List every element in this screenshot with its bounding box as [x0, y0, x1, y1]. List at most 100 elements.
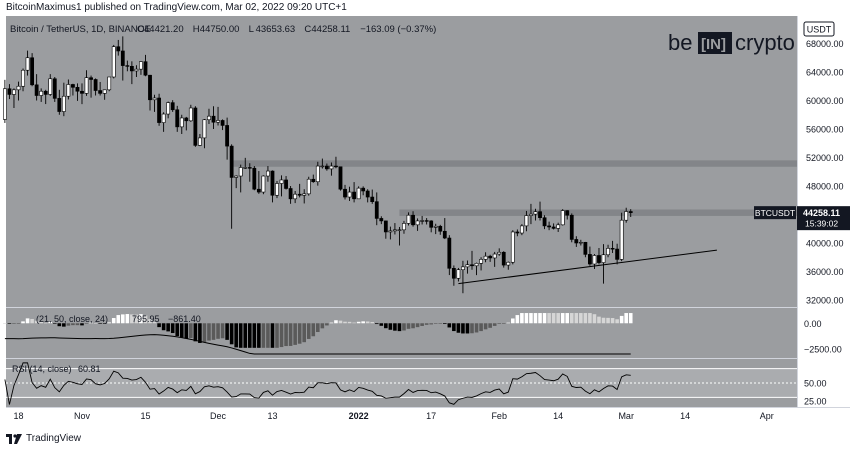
candle[interactable]	[315, 161, 320, 186]
candle[interactable]	[574, 236, 579, 247]
chart-area[interactable]: (21, 50, close, 24) 795.95 −861.40 0.00 −250…	[0, 16, 850, 430]
candle[interactable]	[148, 74, 152, 111]
candle[interactable]	[597, 247, 601, 265]
candle[interactable]	[247, 163, 252, 182]
candle[interactable]	[361, 186, 366, 196]
candle[interactable]	[152, 94, 157, 112]
candle[interactable]	[379, 216, 384, 225]
candle[interactable]	[442, 218, 447, 240]
candle[interactable]	[615, 243, 620, 265]
candle[interactable]	[293, 190, 298, 204]
candle[interactable]	[606, 244, 610, 258]
candle[interactable]	[324, 163, 329, 171]
candle[interactable]	[420, 215, 425, 225]
candle[interactable]	[406, 212, 411, 226]
candle[interactable]	[61, 82, 66, 117]
resistance-zone[interactable]	[231, 160, 797, 167]
candle[interactable]	[120, 36, 125, 81]
candle[interactable]	[34, 74, 39, 101]
candle[interactable]	[402, 220, 406, 234]
candle[interactable]	[111, 44, 116, 79]
candle[interactable]	[52, 76, 57, 102]
candle[interactable]	[129, 61, 134, 85]
candle[interactable]	[311, 174, 316, 183]
candle[interactable]	[447, 235, 452, 276]
candle[interactable]	[202, 119, 207, 149]
candle[interactable]	[479, 257, 483, 271]
candle[interactable]	[302, 189, 307, 204]
candle[interactable]	[166, 101, 171, 119]
candle[interactable]	[619, 212, 624, 262]
support-line[interactable]	[458, 249, 717, 285]
candle[interactable]	[57, 89, 62, 115]
candle[interactable]	[306, 176, 311, 196]
candle[interactable]	[143, 54, 148, 77]
candle[interactable]	[474, 262, 479, 276]
candle[interactable]	[451, 265, 456, 286]
candle[interactable]	[338, 166, 343, 191]
candle[interactable]	[461, 260, 465, 294]
candle[interactable]	[43, 89, 48, 105]
candle[interactable]	[551, 223, 556, 230]
candle[interactable]	[261, 175, 266, 195]
candle[interactable]	[80, 83, 84, 105]
candle[interactable]	[225, 117, 230, 160]
candle[interactable]	[524, 210, 529, 232]
candle[interactable]	[252, 166, 257, 191]
candle[interactable]	[383, 220, 388, 239]
candle[interactable]	[2, 79, 7, 123]
candle[interactable]	[438, 224, 443, 235]
candle[interactable]	[588, 246, 592, 266]
candle[interactable]	[519, 224, 524, 236]
candle[interactable]	[266, 166, 270, 182]
candle[interactable]	[75, 83, 80, 101]
candle[interactable]	[256, 171, 261, 194]
candle[interactable]	[501, 251, 506, 268]
candle[interactable]	[198, 133, 202, 147]
candle[interactable]	[93, 78, 98, 96]
candle[interactable]	[542, 215, 547, 230]
candle[interactable]	[547, 221, 551, 231]
candle[interactable]	[601, 244, 606, 284]
candle[interactable]	[211, 106, 216, 129]
candle[interactable]	[238, 164, 243, 193]
candle[interactable]	[610, 240, 615, 253]
candle[interactable]	[102, 89, 107, 100]
candle[interactable]	[12, 88, 16, 108]
candle[interactable]	[275, 181, 279, 199]
candle[interactable]	[578, 239, 583, 246]
candle[interactable]	[429, 220, 434, 233]
candle[interactable]	[370, 189, 375, 204]
candle[interactable]	[424, 218, 429, 225]
currency-badge[interactable]	[803, 21, 835, 37]
candle[interactable]	[497, 248, 502, 256]
candle[interactable]	[347, 186, 352, 201]
symbol-legend[interactable]: Bitcoin / TetherUS, 1D, BINANCE	[10, 24, 151, 35]
candle[interactable]	[356, 186, 361, 200]
candle[interactable]	[71, 83, 75, 96]
candle[interactable]	[157, 93, 161, 126]
candle[interactable]	[179, 114, 184, 134]
candle[interactable]	[592, 254, 597, 270]
candle[interactable]	[216, 106, 220, 126]
candle[interactable]	[583, 241, 588, 258]
candle[interactable]	[21, 68, 25, 92]
candle[interactable]	[89, 75, 93, 98]
candle[interactable]	[243, 157, 248, 169]
candle[interactable]	[207, 108, 211, 125]
candle[interactable]	[125, 60, 130, 72]
candle[interactable]	[320, 158, 325, 169]
candle[interactable]	[270, 170, 275, 203]
candle[interactable]	[456, 267, 461, 282]
candle[interactable]	[175, 105, 180, 132]
candle[interactable]	[483, 252, 488, 263]
tradingview-logo[interactable]: TradingView	[6, 433, 81, 444]
resistance-zone[interactable]	[399, 209, 797, 216]
chart-svg[interactable]: (21, 50, close, 24) 795.95 −861.40 0.00 −250…	[0, 16, 850, 430]
candle[interactable]	[397, 226, 402, 246]
candle[interactable]	[66, 79, 71, 100]
candle[interactable]	[170, 100, 175, 112]
candle[interactable]	[352, 182, 356, 203]
candle[interactable]	[433, 223, 438, 235]
candle[interactable]	[393, 223, 397, 235]
